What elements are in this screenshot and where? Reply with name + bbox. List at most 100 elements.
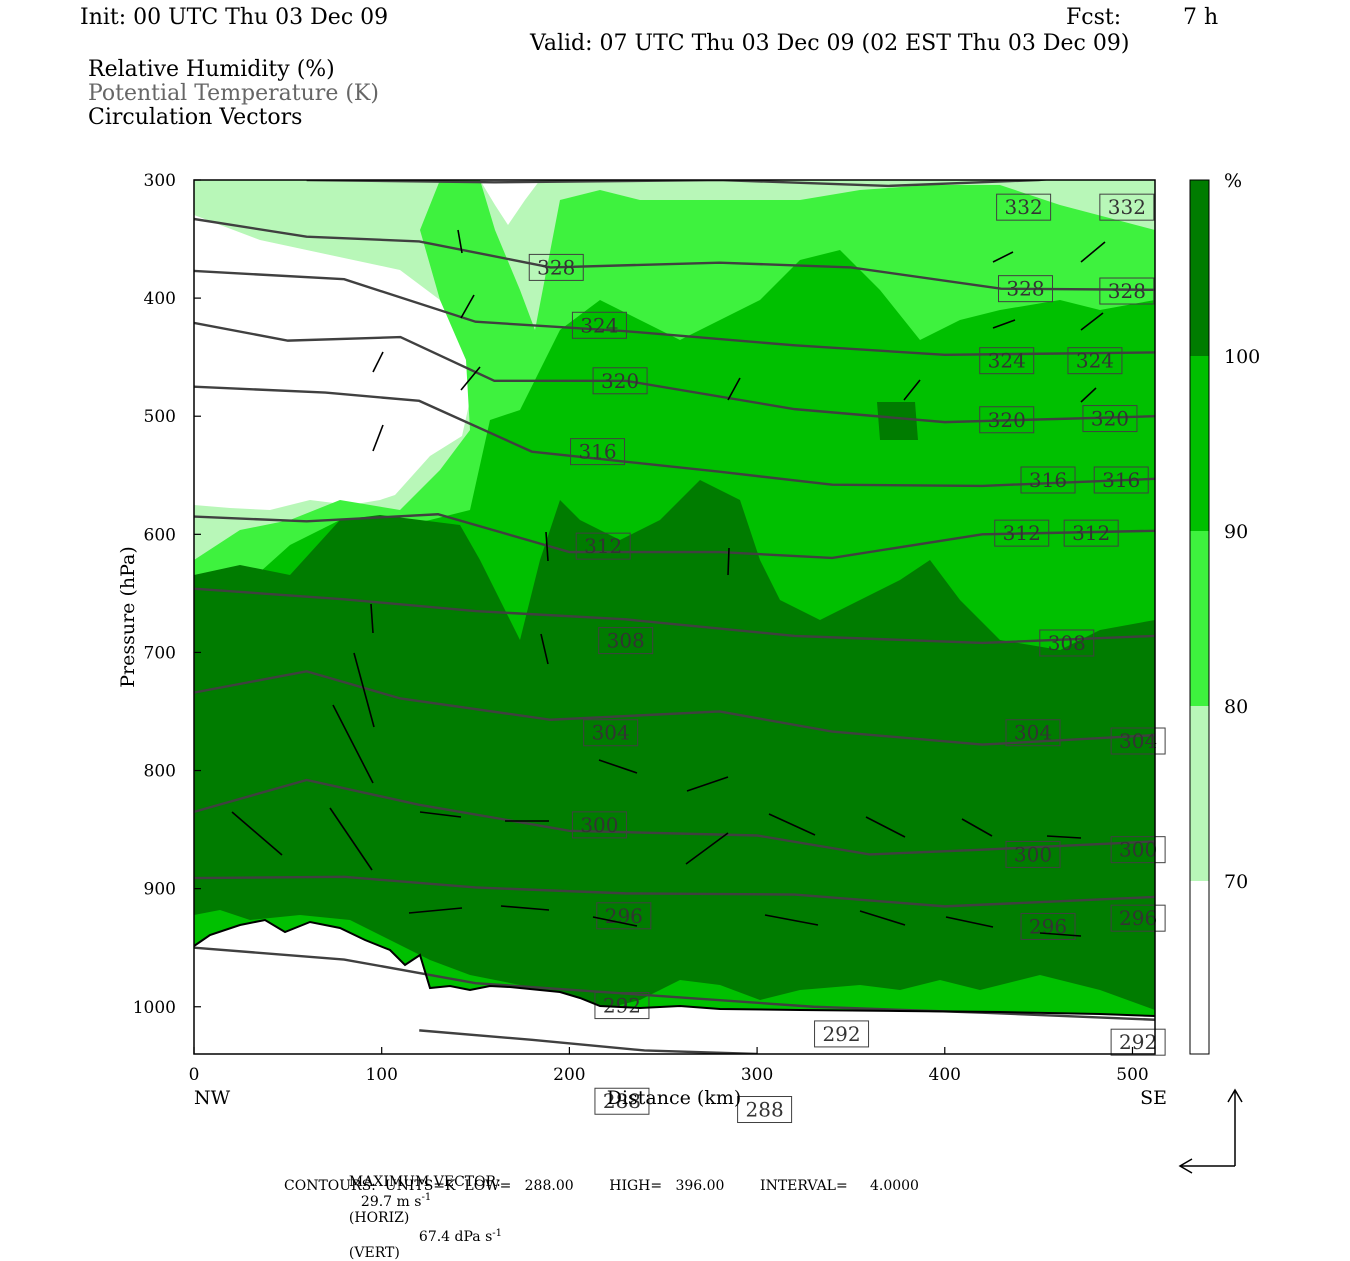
y-tick-label: 400 [144, 289, 176, 309]
humidity-field [194, 180, 1155, 1054]
contour-label-box [1099, 277, 1155, 305]
colorbar-segment-80 [1190, 531, 1209, 706]
colorbar-label-100: 100 [1224, 346, 1260, 368]
theta-contour-300 [194, 778, 1155, 856]
rh-band-100-lower [194, 480, 1155, 1010]
contour-label: 300 [1014, 842, 1052, 866]
contour-label-box [596, 902, 652, 930]
contour-label: 304 [592, 721, 630, 745]
colorbar-segment-below [1190, 881, 1209, 1054]
contour-label-box [1110, 904, 1166, 932]
vector [992, 319, 1016, 329]
init-time: Init: 00 UTC Thu 03 Dec 09 [80, 5, 389, 30]
vector [1039, 932, 1082, 937]
vector [231, 811, 283, 856]
contour-label: 320 [1091, 407, 1129, 431]
valid-time: Valid: 07 UTC Thu 03 Dec 09 (02 EST Thu … [530, 31, 1130, 56]
y-tick-label: 1000 [133, 998, 176, 1018]
y-tick-label: 800 [144, 762, 176, 782]
contour-label-box [997, 275, 1053, 303]
contour-label-box [594, 992, 650, 1020]
colorbar-segment-100 [1190, 180, 1209, 356]
vector [419, 811, 462, 818]
contour-label: 288 [603, 1089, 641, 1113]
vector [500, 905, 550, 911]
max-vector-horizontal: 29.7 m s [360, 1193, 422, 1210]
vector [540, 633, 549, 665]
contour-label-box [1110, 727, 1166, 755]
vector [370, 603, 374, 634]
cross-section-chart: 332 332 328 328 328 324 324 324 320 320 320 316 316 3… [117, 170, 1260, 1174]
contour-label-box [1082, 405, 1138, 433]
x-tick-label: 100 [365, 1065, 397, 1085]
colorbar-label-70: 70 [1224, 871, 1248, 893]
contour-label-box [1093, 466, 1149, 494]
contour-label-box [1110, 836, 1166, 864]
contour-label-box [814, 1020, 870, 1048]
contour-label-box [996, 193, 1052, 221]
contour-label-box [1005, 719, 1061, 747]
vector [992, 251, 1014, 263]
max-vector-horizontal-unit: (HORIZ) [348, 1209, 410, 1226]
vector [457, 229, 463, 254]
theta-contour-312 [194, 513, 1155, 560]
contours-info: CONTOURS: UNITS=K LOW= 288.00 HIGH= 396.… [284, 1178, 919, 1194]
terrain-line [193, 918, 1156, 1017]
contour-label-box [575, 532, 631, 560]
vector [859, 910, 906, 926]
vector [685, 832, 729, 865]
contour-label-box [583, 719, 639, 747]
vector [329, 807, 373, 871]
x-axis-title: Distance (km) [607, 1087, 742, 1109]
max-vector-vertical-unit: (VERT) [348, 1245, 400, 1261]
contour-label-box [592, 367, 648, 395]
rh-dry-region [194, 215, 470, 510]
theta-contour-308 [194, 587, 1155, 645]
vector [1080, 312, 1104, 331]
max-vector-vertical: 67.4 dPa s [418, 1229, 493, 1246]
contour-label: 296 [605, 904, 643, 928]
contour-label-box [1063, 519, 1119, 547]
contour-label-box [1099, 193, 1155, 221]
contour-label: 288 [746, 1098, 784, 1122]
theta-contour-328 [194, 217, 1155, 292]
vector [332, 704, 374, 784]
theta-contour-332 [306, 180, 1052, 188]
vector [945, 916, 994, 928]
x-tick-label: 500 [1116, 1065, 1148, 1085]
x-axis-right-label: SE [1140, 1087, 1167, 1109]
x-tick-label: 200 [553, 1065, 585, 1085]
contour-label-box [1020, 912, 1076, 940]
contour-label: 316 [578, 440, 616, 464]
title-potential-temperature: Potential Temperature (K) [88, 81, 379, 106]
title-relative-humidity: Relative Humidity (%) [88, 57, 335, 82]
vector [768, 813, 816, 836]
contour-label-box [1020, 466, 1076, 494]
contour-label: 292 [822, 1022, 860, 1046]
x-axis-left-label: NW [194, 1087, 231, 1109]
colorbar-frame [1189, 179, 1210, 1055]
contour-label: 308 [607, 629, 645, 653]
forecast-label: Fcst: [1066, 5, 1122, 30]
theta-contour-296 [194, 875, 1155, 908]
vertical-exponent: -1 [492, 1227, 503, 1239]
reference-vector [1178, 1088, 1243, 1174]
contour-label: 324 [988, 349, 1026, 373]
contour-label-box [594, 1087, 650, 1115]
theta-contour-288 [419, 1029, 758, 1054]
contour-label: 312 [584, 534, 622, 558]
contour-label: 328 [1108, 279, 1146, 303]
contour-label: 320 [601, 369, 639, 393]
contour-label: 312 [1003, 521, 1041, 545]
vector [727, 547, 730, 576]
vector [372, 351, 384, 373]
vector [460, 294, 475, 319]
contour-label-box [571, 311, 627, 339]
contour-label-box [598, 627, 654, 655]
horizontal-exponent: -1 [421, 1192, 432, 1203]
vector [592, 916, 638, 927]
contour-label: 308 [1048, 631, 1086, 655]
vector [1046, 835, 1082, 839]
vector [408, 907, 463, 914]
colorbar-label-90: 90 [1224, 521, 1248, 543]
